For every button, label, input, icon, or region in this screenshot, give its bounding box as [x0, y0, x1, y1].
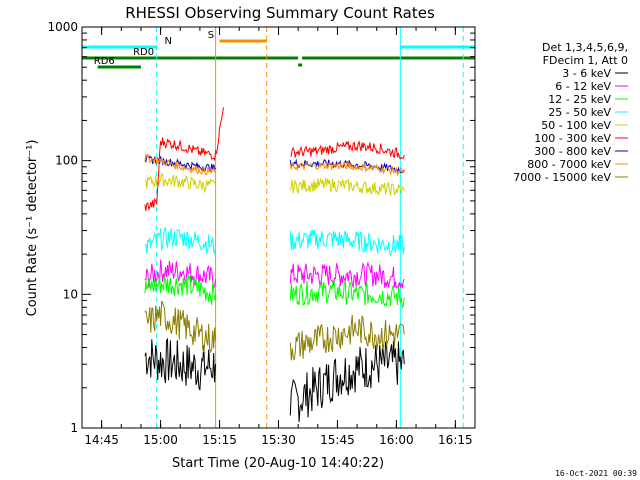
series-line — [290, 139, 405, 160]
series-line — [144, 274, 217, 305]
legend-entry: 800 - 7000 keV — [527, 158, 611, 171]
x-tick-label: 15:00 — [143, 433, 178, 447]
x-axis-label: Start Time (20-Aug-10 14:40:22) — [172, 456, 384, 471]
series-line — [289, 261, 405, 290]
y-axis: 1 10 100 1000 — [47, 20, 475, 435]
x-tick-label: 15:15 — [202, 433, 237, 447]
series-line — [289, 314, 405, 361]
series-line — [144, 301, 217, 354]
y-tick-label: 1 — [70, 421, 78, 435]
vertical-markers — [156, 27, 464, 428]
legend-header: Det 1,3,4,5,6,9, — [542, 41, 628, 54]
flag-bars: N S RD0 RD6 — [82, 30, 475, 69]
plot-frame — [81, 26, 476, 429]
series-line — [144, 337, 217, 391]
legend-entry: 7000 - 15000 keV — [513, 171, 611, 184]
legend-header: FDecim 1, Att 0 — [543, 54, 628, 67]
series-lines — [144, 107, 405, 423]
flag-label: S — [208, 30, 214, 41]
legend-entry: 300 - 800 keV — [534, 145, 611, 158]
x-tick-label: 16:15 — [438, 433, 473, 447]
chart-title: RHESSI Observing Summary Count Rates — [125, 4, 435, 22]
flag-label: RD0 — [133, 47, 154, 58]
flag-label: RD6 — [94, 56, 115, 67]
x-tick-label: 15:30 — [261, 433, 296, 447]
flag-label: N — [165, 36, 172, 47]
series-line — [289, 158, 405, 174]
series-line — [289, 278, 405, 309]
legend-entry: 100 - 300 keV — [534, 132, 611, 145]
x-axis: 14:45 15:00 15:15 15:30 15:45 16:00 16:15 — [81, 27, 476, 447]
series-line — [144, 259, 217, 289]
series-line — [144, 172, 217, 194]
y-tick-label: 100 — [55, 154, 78, 168]
series-line — [289, 340, 405, 423]
series-line — [144, 227, 217, 256]
series-line — [144, 152, 216, 175]
x-tick-label: 16:00 — [379, 433, 414, 447]
series-line — [144, 107, 224, 211]
y-tick-label: 10 — [63, 287, 78, 301]
y-tick-label: 1000 — [47, 20, 78, 34]
series-line — [289, 160, 405, 177]
legend-entry: 6 - 12 keV — [555, 80, 611, 93]
x-tick-label: 14:45 — [84, 433, 119, 447]
legend-entry: 50 - 100 keV — [541, 119, 611, 132]
y-axis-label: Count Rate (s⁻¹ detector⁻¹) — [25, 140, 40, 317]
legend-entry: 3 - 6 keV — [562, 67, 611, 80]
series-line — [289, 177, 405, 196]
legend-entry: 12 - 25 keV — [548, 93, 611, 106]
series-line — [289, 229, 405, 257]
legend-entry: 25 - 50 keV — [548, 106, 611, 119]
series-line — [144, 155, 216, 173]
footer-timestamp: 16-Oct-2021 00:39 — [555, 469, 637, 478]
x-tick-label: 15:45 — [320, 433, 355, 447]
legend: Det 1,3,4,5,6,9,FDecim 1, Att 03 - 6 keV… — [513, 41, 628, 184]
